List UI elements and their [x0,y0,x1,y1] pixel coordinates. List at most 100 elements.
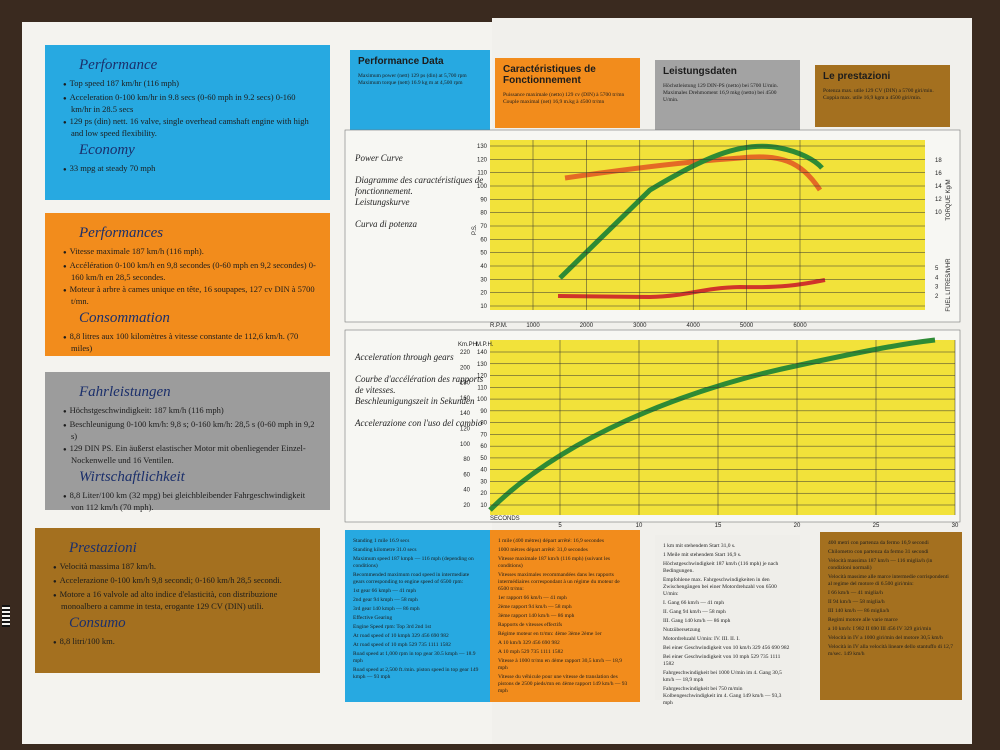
box-line: Fahrgeschwindigkeit bei 750 m/min Kolben… [663,686,782,706]
bullet: Accelerazione 0-100 km/h 9,8 secondi; 0-… [53,575,306,587]
axis-tick-label: 130 [477,362,488,368]
box-line: 1000 mètres départ arrêté: 31,0 secondes [498,547,588,553]
box-line: Recommended maximum road speed in interm… [353,572,470,585]
axis-tick-label: 40 [463,488,470,494]
axis-tick-label: 130 [477,144,488,150]
axis-label: Km.PH. [458,342,479,348]
box-line: At road speed of 10 kmph 329 456 690 982 [353,633,449,639]
chart-caption: Beschleunigungszeit in Sekunden [355,396,475,406]
box-title: Leistungsdaten [663,66,737,77]
axis-tick-label: 80 [480,421,487,427]
axis-tick-label: 1000 [526,323,540,329]
panel-subtitle: Economy [79,142,135,158]
axis-tick-label: 60 [480,237,487,243]
axis-tick-label: 90 [480,197,487,203]
box-line: Rapports de vitesses effectifs [498,622,563,628]
axis-label: FUEL LITRES/h/HR [946,258,952,312]
axis-tick-label: 10 [636,523,643,529]
chart-caption: Curva di potenza [355,219,417,229]
axis-tick-label: 140 [477,350,488,356]
axis-tick-label: 100 [477,184,488,190]
bullet: Höchstgeschwindigkeit: 187 km/h (116 mph… [63,405,316,417]
axis-tick-label: 80 [480,211,487,217]
info-panel: Performances Vitesse maximale 187 km/h (1… [45,213,330,356]
data-box: Caractéristiques de Fonctionnement Puissa… [495,58,640,128]
box-line: I. Gang 66 km/h — 41 mph [663,600,724,606]
box-line: Régime moteur en tr/mn: 4ème 3ème 2ème 1… [498,631,602,637]
box-line: Road speed at 2,500 ft./min. piston spee… [353,667,479,680]
panel-subtitle: Consumo [69,615,126,631]
info-panel: Prestazioni Velocità massima 187 km/h. Acc… [35,528,320,673]
panel-title: Performances [79,225,164,241]
data-box: Le prestazioni Potenza max. utile 129 CV … [815,65,950,127]
panel-title: Performance [79,57,158,73]
box-title: Caractéristiques de Fonctionnement [503,64,596,86]
box-line: Velocità in IV alla velocità lineare del… [828,644,954,657]
box-line: Road speed at 1,000 rpm in top gear 30.5… [353,651,476,664]
chart-caption: Courbe d'accélération des rapports de vi… [355,374,484,395]
axis-tick-label: 30 [480,479,487,485]
box-line: Fahrgeschwindigkeit bei 1000 U/min im 4.… [663,670,782,683]
box-title: Performance Data [358,56,444,67]
box-title: Le prestazioni [823,71,891,82]
box-line: Höchstgeschwindigkeit 187 km/h (116 mph)… [663,561,779,574]
box-line: Empfohlene max. Fahrgeschwindigkeiten in… [663,577,777,597]
box-line: Vitesses maximales recommandées dans les… [498,572,620,592]
axis-tick-label: 60 [463,472,470,478]
accel-plot [490,340,955,515]
box-line: 1er rapport 66 km/h — 41 mph [498,595,567,601]
accel-curve [488,337,936,512]
spec-box: Standing 1 mile 16.9 secs Standing kilome… [345,530,490,702]
axis-tick-label: 200 [460,365,471,371]
axis-tick-label: 5 [935,266,939,272]
box-line: II 94 km/h — 58 miglia/h [828,599,885,605]
box-line: 2nd gear 94 kmph — 58 mph [353,597,418,603]
axis-tick-label: 110 [477,171,487,177]
box-line: 3rd gear 140 kmph — 86 mph [353,606,420,612]
chart-caption: Power Curve [355,153,403,163]
binding-marks [2,605,10,627]
panel-title: Prestazioni [69,540,137,556]
chart-caption: Acceleration through gears [355,352,454,362]
panel-title: Fahrleistungen [79,384,171,400]
axis-label: TORQUE Kg/M [946,179,952,220]
axis-tick-label: 30 [480,277,487,283]
axis-tick-label: 5000 [740,323,754,329]
axis-tick-label: 40 [480,264,487,270]
box-line: Standing kilometre 31.0 secs [353,547,417,553]
axis-tick-label: 30 [952,523,959,529]
axis-tick-label: 5 [558,523,562,529]
axis-tick-label: 90 [480,409,487,415]
box-line: A 10 km/h 329 456 690 982 [498,640,560,646]
axis-tick-label: 20 [480,491,487,497]
box-line: I 66 km/h — 41 miglia/h [828,590,883,596]
bullet: 8,8 litres aux 100 kilomètres à vitesse … [63,331,316,353]
axis-tick-label: 120 [477,157,488,163]
axis-tick-label: 110 [477,385,487,391]
box-line: 1st gear 66 kmph — 41 mph [353,588,416,594]
torque-curve [564,154,823,192]
axis-label: P.S. [472,224,478,235]
spec-box: 1 km mit stehendem Start 31,0 s. 1 Meile … [655,535,800,706]
bullet: Velocità massima 187 km/h. [53,561,306,573]
box-line: Velocità massima 187 km/h — 116 miglia/h… [828,558,933,571]
box-line: III. Gang 140 km/h — 86 mph [663,618,731,624]
axis-tick-label: 160 [460,396,471,402]
box-line: A 10 mph 529 735 1111 1582 [498,649,564,655]
box-line: Bei einer Geschwindigkeit von 10 mph 529… [663,654,781,667]
box-line: Velocità massime alle marce intermedie c… [828,574,949,587]
box-line: Coppia max. utile 16,9 kgm a 4500 giri/m… [823,95,922,101]
axis-label: R.P.M. [490,323,508,329]
axis-tick-label: 12 [935,197,942,203]
axis-tick-label: 20 [794,523,801,529]
bullet: 129 DIN PS. Ein äußerst elastischer Moto… [63,443,316,465]
axis-tick-label: 25 [873,523,880,529]
axis-tick-label: 4 [935,275,939,281]
box-line: Maximum speed 187 kmph — 116 mph (depend… [353,556,474,569]
box-line: 400 metri con partenza da fermo 16,9 sec… [828,540,929,546]
axis-tick-label: 50 [480,251,487,257]
panel-subtitle: Consommation [79,310,170,326]
axis-tick-label: 180 [460,381,471,387]
box-line: Vitesse maximale 187 km/h (116 mph) (sui… [498,556,611,569]
